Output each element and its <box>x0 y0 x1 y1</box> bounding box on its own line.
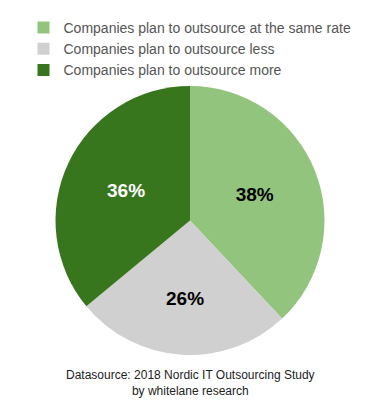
svg-text:26%: 26% <box>166 288 204 309</box>
svg-text:36%: 36% <box>107 180 145 201</box>
svg-text:Companies plan to outsource at: Companies plan to outsource at the same … <box>64 20 351 36</box>
svg-text:38%: 38% <box>236 184 274 205</box>
svg-text:Companies plan to outsource mo: Companies plan to outsource more <box>64 62 282 78</box>
svg-text:Companies plan to outsource le: Companies plan to outsource less <box>64 41 275 57</box>
svg-text:Datasource: 2018 Nordic IT Out: Datasource: 2018 Nordic IT Outsourcing S… <box>66 368 315 398</box>
